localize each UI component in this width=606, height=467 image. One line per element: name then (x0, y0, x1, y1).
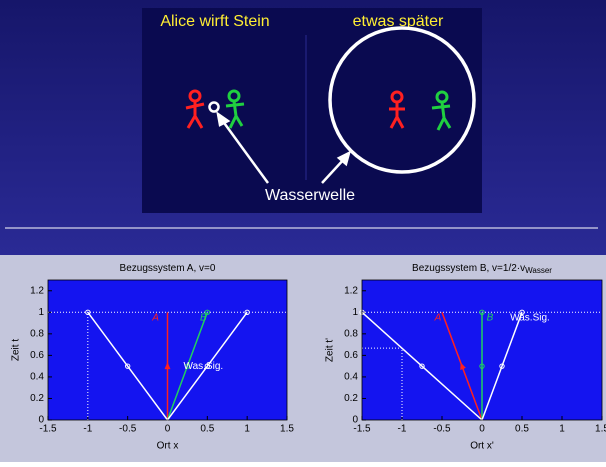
series-label: B (487, 312, 494, 323)
y-tick-label: 0 (38, 415, 44, 426)
left-title: Alice wirft Stein (160, 13, 269, 30)
y-tick-label: 0.8 (30, 328, 44, 339)
title-text: Bezugssystem A, v=0 (120, 263, 216, 274)
x-axis-label: Ort x' (470, 441, 494, 452)
y-tick-label: 0.2 (30, 393, 44, 404)
x-tick-label: -1 (398, 424, 407, 435)
y-tick-label: 0 (352, 415, 358, 426)
y-tick-label: 0.4 (30, 372, 44, 383)
x-tick-label: 1 (244, 424, 250, 435)
x-tick-label: 0.5 (515, 424, 529, 435)
x-tick-label: 0 (165, 424, 171, 435)
series-label: B (200, 312, 207, 323)
x-tick-label: -0.5 (119, 424, 137, 435)
title-text: Bezugssystem B, v=1/2·v (412, 263, 525, 274)
y-tick-label: 1.2 (344, 285, 358, 296)
x-tick-label: 1.5 (280, 424, 294, 435)
x-tick-label: 1.5 (595, 424, 606, 435)
x-tick-label: -0.5 (433, 424, 451, 435)
y-tick-label: 0.6 (30, 350, 44, 361)
y-tick-label: 0.2 (344, 393, 358, 404)
x-tick-label: 1 (559, 424, 565, 435)
x-tick-label: -1 (83, 424, 92, 435)
y-tick-label: 1 (352, 307, 358, 318)
illustration-panel (142, 8, 482, 213)
y-tick-label: 1.2 (30, 285, 44, 296)
x-tick-label: 0.5 (200, 424, 214, 435)
series-label: A (434, 312, 442, 323)
y-tick-label: 0.8 (344, 328, 358, 339)
chart-title: Bezugssystem A, v=0 (120, 263, 216, 274)
y-tick-label: 1 (38, 307, 44, 318)
slide: Alice wirft Stein etwas später Wasserwel… (0, 0, 606, 462)
y-tick-label: 0.6 (344, 350, 358, 361)
series-label: Was.Sig. (184, 361, 224, 372)
title-subscript: Wasser (525, 266, 552, 275)
series-label: Was.Sig. (510, 312, 550, 323)
y-axis-label: Zeit t' (325, 338, 336, 362)
x-axis-label: Ort x (157, 441, 179, 452)
y-axis-label: Zeit t (11, 339, 22, 361)
wave-label: Wasserwelle (265, 187, 355, 204)
x-tick-label: 0 (479, 424, 485, 435)
y-tick-label: 0.4 (344, 372, 358, 383)
illustration: Alice wirft Stein etwas später Wasserwel… (142, 8, 482, 213)
series-label: A (151, 312, 159, 323)
